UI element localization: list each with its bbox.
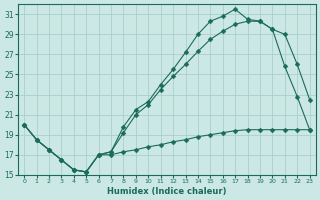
X-axis label: Humidex (Indice chaleur): Humidex (Indice chaleur)	[107, 187, 227, 196]
